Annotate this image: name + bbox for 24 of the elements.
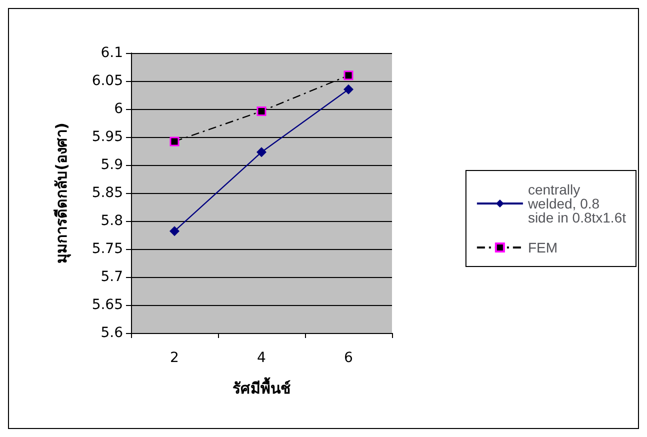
y-tick-label: 5.75 — [92, 241, 123, 257]
legend-label: centrally welded, 0.8 side in 0.8tx1.6t — [526, 182, 626, 226]
legend-label: FEM — [528, 240, 558, 256]
y-tick-label: 6.05 — [92, 73, 123, 89]
point — [256, 106, 266, 116]
x-axis-title: รัศมีพื้นช์ — [232, 376, 290, 398]
y-axis-title: มุมการดีดกลับ(องศา) — [52, 122, 72, 264]
point — [170, 226, 180, 236]
y-tick-label: 5.65 — [92, 297, 123, 313]
y-tick-label: 5.6 — [100, 325, 124, 341]
y-tick-label: 5.85 — [92, 185, 123, 201]
x-tick-label: 6 — [344, 350, 354, 366]
y-tick-label: 5.7 — [100, 269, 123, 285]
y-tick-label: 6 — [114, 101, 124, 117]
point — [256, 147, 266, 158]
y-tick-label: 5.9 — [100, 157, 123, 173]
point — [170, 136, 180, 146]
y-tick-label: 5.8 — [100, 213, 123, 229]
x-tick-label: 2 — [170, 350, 179, 366]
point — [344, 70, 354, 80]
y-tick-label: 6.1 — [100, 45, 123, 61]
y-tick-label: 5.95 — [92, 129, 123, 145]
point — [344, 84, 354, 94]
x-tick-label: 4 — [257, 350, 266, 366]
